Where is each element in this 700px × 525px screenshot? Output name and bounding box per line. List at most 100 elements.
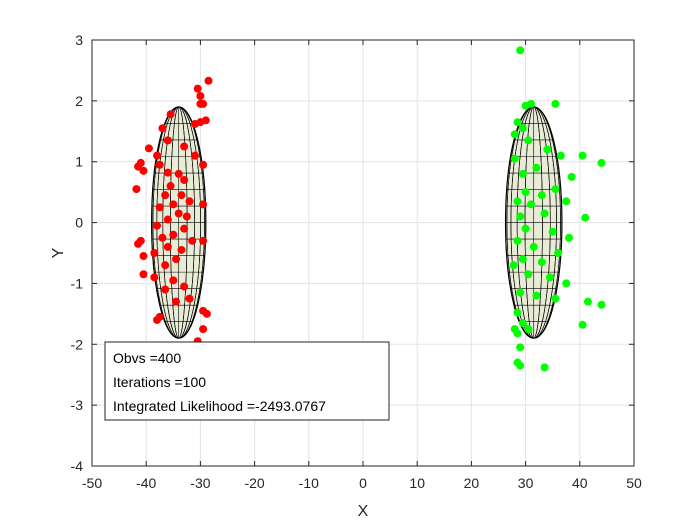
data-point <box>529 242 538 251</box>
data-point <box>532 163 541 172</box>
data-point <box>564 233 573 242</box>
data-point <box>524 270 533 279</box>
data-point <box>196 99 205 108</box>
data-point <box>551 185 560 194</box>
x-tick-label: -50 <box>82 475 102 491</box>
data-point <box>139 270 148 279</box>
data-point <box>516 361 525 370</box>
data-point <box>518 318 527 327</box>
ellipsoid-2 <box>504 106 563 339</box>
likelihood-text: Integrated Likelihood =-2493.0767 <box>113 398 326 414</box>
data-point <box>543 145 552 154</box>
data-point <box>518 255 527 264</box>
y-axis-label: Y <box>50 247 67 258</box>
data-point <box>177 191 186 200</box>
data-point <box>597 158 606 167</box>
observations-text: Obvs =400 <box>113 350 181 366</box>
data-point <box>185 197 194 206</box>
series-1 <box>132 76 213 410</box>
y-tick-label: 0 <box>75 215 83 231</box>
data-point <box>516 212 525 221</box>
data-point <box>166 110 175 119</box>
data-point <box>521 188 530 197</box>
data-point <box>180 142 189 151</box>
data-point <box>554 249 563 257</box>
data-point <box>518 169 527 178</box>
x-tick-label: -20 <box>244 475 264 491</box>
data-point <box>153 221 162 230</box>
data-point <box>155 160 164 169</box>
data-point <box>513 308 522 317</box>
x-tick-label: 30 <box>518 475 534 491</box>
data-point <box>193 84 202 93</box>
data-point <box>177 245 186 254</box>
data-point <box>150 249 159 257</box>
y-tick-label: -2 <box>71 336 84 352</box>
y-tick-label: -1 <box>71 275 84 291</box>
x-tick-label: -40 <box>136 475 156 491</box>
data-point <box>562 197 571 206</box>
data-point <box>180 224 189 233</box>
x-tick-label: 40 <box>572 475 588 491</box>
data-point <box>548 227 557 236</box>
data-point <box>166 182 175 191</box>
data-point <box>169 276 178 285</box>
data-point <box>196 91 205 100</box>
data-point <box>158 124 167 133</box>
data-point <box>134 239 143 248</box>
data-point <box>518 124 527 133</box>
data-point <box>540 209 549 218</box>
tick-marks <box>91 39 635 467</box>
data-point <box>139 252 148 261</box>
data-point <box>597 300 606 309</box>
data-point <box>172 297 181 306</box>
info-box: Obvs =400 Iterations =100 Integrated Lik… <box>104 341 390 421</box>
data-point <box>161 285 170 294</box>
data-point <box>537 258 546 267</box>
data-point <box>513 329 522 338</box>
data-point <box>551 294 560 303</box>
data-point <box>516 46 525 55</box>
data-point <box>524 136 533 145</box>
x-tick-label: -30 <box>190 475 210 491</box>
data-point <box>199 200 208 209</box>
data-point <box>190 151 199 160</box>
data-point <box>199 325 208 334</box>
data-point <box>578 320 587 329</box>
ellipsoid-1 <box>151 106 207 339</box>
data-point <box>202 309 211 318</box>
data-point <box>132 185 141 194</box>
data-point <box>180 282 189 291</box>
data-point <box>199 160 208 169</box>
data-point <box>516 343 525 352</box>
data-point <box>190 119 199 128</box>
data-point <box>155 203 164 212</box>
y-tick-label: 1 <box>75 154 83 170</box>
x-tick-label: -10 <box>299 475 319 491</box>
data-point <box>524 325 533 334</box>
data-point <box>562 279 571 288</box>
data-point <box>204 76 213 85</box>
data-point <box>545 273 554 282</box>
data-point <box>510 154 519 163</box>
data-point <box>532 291 541 300</box>
data-point <box>169 230 178 239</box>
data-point <box>161 191 170 200</box>
data-point <box>513 197 522 206</box>
data-point <box>163 242 172 251</box>
data-point <box>174 169 183 178</box>
data-point <box>509 261 518 270</box>
data-point <box>510 130 519 139</box>
x-axis-label: X <box>358 503 369 520</box>
x-tick-label: 50 <box>626 475 642 491</box>
data-point <box>551 99 560 108</box>
x-tick-label: 20 <box>464 475 480 491</box>
data-point <box>537 191 546 200</box>
x-tick-label: 0 <box>359 475 367 491</box>
data-point <box>150 273 159 282</box>
data-point <box>516 288 525 297</box>
data-point <box>180 175 189 184</box>
data-point <box>567 172 576 181</box>
